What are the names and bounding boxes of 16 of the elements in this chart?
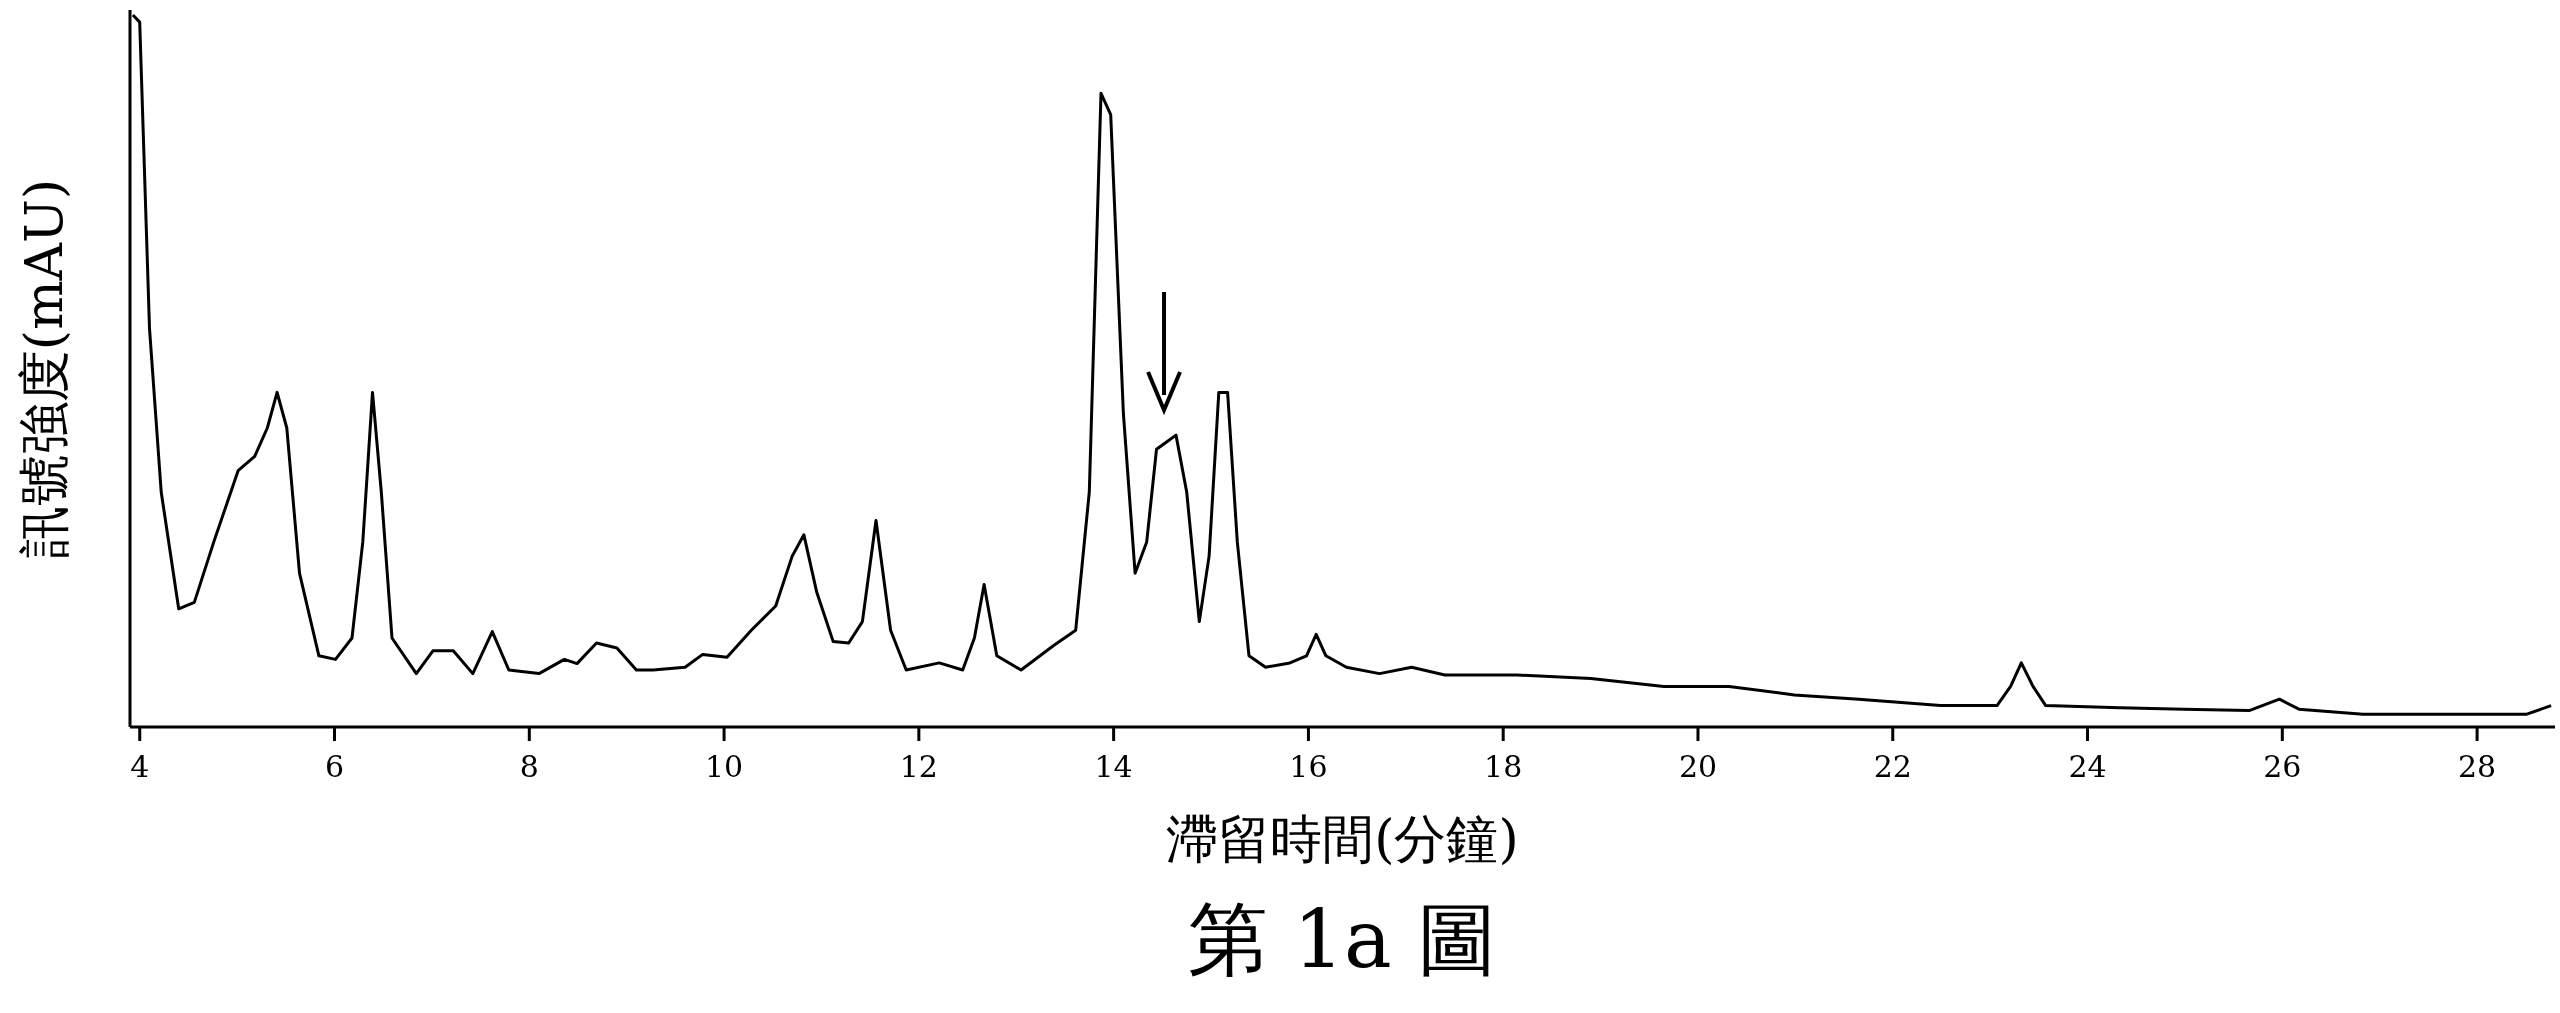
x-tick-label: 20 [1678,749,1718,784]
text: 第 1a 圖 [1187,893,1498,986]
x-tick-label: 16 [1289,749,1328,784]
x-axis-title: 滯留時間(分鐘) [1166,809,1519,869]
x-tick-label: 14 [1094,749,1133,784]
x-tick-label: 28 [2457,749,2497,784]
x-tick-label: 12 [899,749,938,784]
x-tick-label: 8 [519,749,539,784]
x-tick-label: 24 [2068,749,2107,784]
x-tick-label: 22 [1873,749,1912,784]
x-tick-label: 6 [324,749,345,784]
x-tick-label: 4 [130,749,150,784]
x-tick-label: 10 [704,749,744,784]
x-tick-label: 18 [1484,749,1523,784]
x-tick-label: 26 [2263,749,2302,784]
y-axis-title: 訊號強度(mAU) [14,178,74,559]
